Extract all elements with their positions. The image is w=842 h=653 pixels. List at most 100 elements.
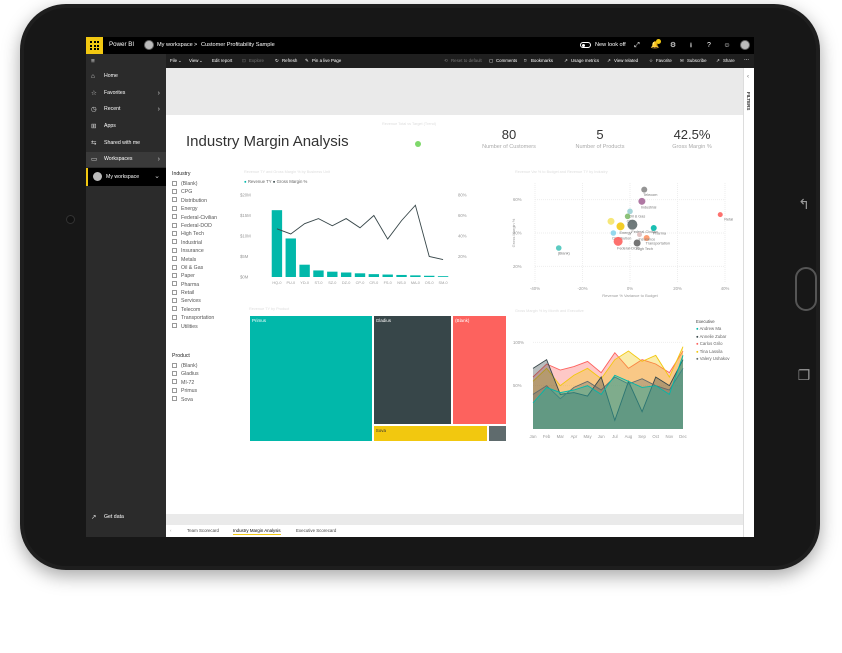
- slicer-item[interactable]: Industrial: [172, 239, 217, 247]
- chevron-left-icon[interactable]: ‹: [747, 74, 749, 80]
- checkbox-icon[interactable]: [172, 289, 177, 295]
- bar[interactable]: [271, 210, 283, 277]
- legend-item[interactable]: ● Annelie Zubar: [696, 334, 730, 339]
- scatter-point[interactable]: [627, 208, 633, 215]
- favorite-button[interactable]: Favorite: [656, 58, 672, 63]
- bar[interactable]: [354, 273, 366, 277]
- view-menu[interactable]: View: [189, 58, 199, 63]
- checkbox-icon[interactable]: [172, 379, 177, 385]
- scatter-point[interactable]: [650, 225, 657, 231]
- area-series[interactable]: [533, 368, 683, 429]
- scatter-point[interactable]: [637, 232, 642, 238]
- area-chart[interactable]: 50% 100% Jan Feb Mar Apr May Jun Jul Aug Sep Oct Nov…: [509, 315, 695, 447]
- more-options-button[interactable]: ...: [744, 56, 750, 62]
- hamburger-button[interactable]: ≡: [86, 54, 166, 68]
- scatter-chart[interactable]: 20% 40% 60% -40% -20% 0% 20% 40% Revenue % Varia…: [509, 175, 733, 305]
- slicer-item[interactable]: Gladius: [172, 370, 199, 378]
- checkbox-icon[interactable]: [172, 314, 177, 320]
- sidebar-item-my-workspace[interactable]: My workspace ⌄: [86, 168, 166, 186]
- slicer-item[interactable]: (Blank): [172, 180, 217, 188]
- bar[interactable]: [299, 264, 310, 277]
- scatter-point[interactable]: [717, 212, 723, 218]
- slicer-item[interactable]: Primus: [172, 387, 199, 395]
- checkbox-icon[interactable]: [172, 180, 177, 186]
- gross-margin-line[interactable]: [276, 204, 444, 261]
- slicer-item[interactable]: Paper: [172, 272, 217, 280]
- scatter-point[interactable]: [643, 235, 650, 241]
- checkbox-icon[interactable]: [172, 306, 177, 312]
- scatter-point[interactable]: [624, 213, 631, 220]
- checkbox-icon[interactable]: [172, 264, 177, 270]
- bar[interactable]: [368, 274, 380, 277]
- slicer-item[interactable]: Energy: [172, 205, 217, 213]
- area-series[interactable]: [533, 351, 683, 429]
- sidebar-item-apps[interactable]: ⊞ Apps: [86, 119, 166, 134]
- scatter-point[interactable]: [610, 230, 617, 236]
- treemap-tile-blank[interactable]: (Blank): [452, 315, 507, 425]
- sidebar-item-home[interactable]: ⌂ Home: [86, 69, 166, 84]
- area-series-line[interactable]: [532, 358, 684, 422]
- sidebar-item-workspaces[interactable]: ▭ Workspaces ›: [86, 152, 166, 167]
- sidebar-item-favorites[interactable]: ☆ Favorites ›: [86, 86, 166, 101]
- scatter-point[interactable]: [641, 186, 648, 193]
- treemap-tile-primus[interactable]: Primus: [249, 315, 373, 442]
- scatter-point[interactable]: [616, 222, 625, 231]
- bar[interactable]: [437, 276, 449, 277]
- checkbox-icon[interactable]: [172, 197, 177, 203]
- subscribe-button[interactable]: Subscribe: [687, 58, 707, 63]
- checkbox-icon[interactable]: [172, 247, 177, 253]
- slicer-item[interactable]: MI-72: [172, 379, 199, 387]
- notifications-icon[interactable]: 🔔: [650, 42, 660, 49]
- view-related-button[interactable]: View related: [614, 58, 639, 63]
- waffle-icon[interactable]: [86, 37, 103, 54]
- checkbox-icon[interactable]: [172, 189, 177, 195]
- bar[interactable]: [285, 238, 296, 277]
- slicer-item[interactable]: Retail: [172, 289, 217, 297]
- bar[interactable]: [327, 271, 338, 277]
- bar[interactable]: [424, 275, 435, 277]
- kpi-card-customers[interactable]: 80 Number of Customers: [467, 127, 551, 150]
- gear-icon[interactable]: ⚙: [669, 42, 677, 49]
- checkbox-icon[interactable]: [172, 281, 177, 287]
- checkbox-icon[interactable]: [172, 272, 177, 278]
- checkbox-icon[interactable]: [172, 362, 177, 368]
- bar[interactable]: [313, 270, 324, 277]
- checkbox-icon[interactable]: [172, 396, 177, 402]
- explore-menu[interactable]: Explore: [249, 58, 264, 63]
- checkbox-icon[interactable]: [172, 214, 177, 220]
- back-icon[interactable]: ↰: [798, 196, 810, 212]
- kpi-card-products[interactable]: 5 Number of Products: [558, 127, 642, 150]
- sidebar-item-recent[interactable]: ◷ Recent ›: [86, 102, 166, 117]
- slicer-item[interactable]: Federal-Civilian: [172, 214, 217, 222]
- reset-default-button[interactable]: Reset to default: [451, 58, 482, 63]
- checkbox-icon[interactable]: [172, 387, 177, 393]
- legend-item[interactable]: ● Andrew Ma: [696, 326, 730, 331]
- bookmarks-menu[interactable]: Bookmarks: [531, 58, 553, 63]
- app-name[interactable]: Power BI: [109, 41, 135, 48]
- area-series[interactable]: [533, 359, 683, 429]
- checkbox-icon[interactable]: [172, 256, 177, 262]
- tab-executive-scorecard[interactable]: Executive Scorecard: [296, 528, 337, 533]
- legend-item[interactable]: ● Carlos Grilo: [696, 341, 730, 346]
- area-series[interactable]: [533, 355, 683, 429]
- pin-live-page-button[interactable]: Pin a live Page: [312, 58, 342, 63]
- slicer-item[interactable]: Federal-DOD: [172, 222, 217, 230]
- bar-line-combo-chart[interactable]: $0M $5M $10M $15M $20M 20% 40% 60% 80% HQ-0 PU-0 YD…: [238, 185, 490, 305]
- slicer-item[interactable]: CPG: [172, 188, 217, 196]
- area-series[interactable]: [533, 346, 683, 429]
- treemap-tile-sova[interactable]: Sova: [372, 424, 488, 442]
- treemap-chart[interactable]: Primus Gladius (Blank) Sova: [249, 315, 507, 442]
- treemap-tile-small[interactable]: [487, 424, 507, 442]
- refresh-button[interactable]: Refresh: [282, 58, 298, 63]
- checkbox-icon[interactable]: [172, 298, 177, 304]
- slicer-item[interactable]: (Blank): [172, 362, 199, 370]
- area-series-line[interactable]: [532, 368, 684, 400]
- scatter-point[interactable]: [613, 236, 623, 246]
- slicer-item[interactable]: Insurance: [172, 247, 217, 255]
- area-series-line[interactable]: [532, 350, 684, 378]
- scatter-point[interactable]: [633, 239, 641, 247]
- slicer-item[interactable]: Transportation: [172, 314, 217, 322]
- slicer-item[interactable]: Metals: [172, 256, 217, 264]
- breadcrumb-workspace[interactable]: My workspace: [157, 42, 193, 48]
- user-avatar[interactable]: [740, 40, 750, 50]
